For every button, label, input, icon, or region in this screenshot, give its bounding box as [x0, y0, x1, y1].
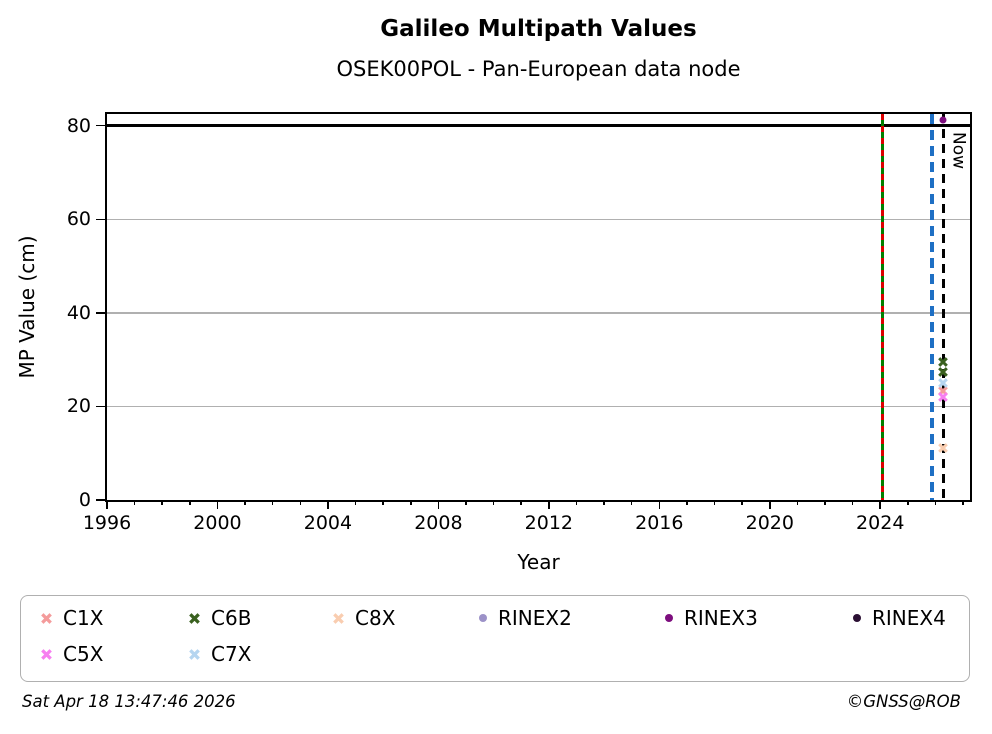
x-minor-tick-1999 [189, 500, 191, 505]
x-tick-2020 [769, 500, 771, 509]
legend-marker-C8X-icon [333, 612, 344, 624]
x-tick-2004 [327, 500, 329, 509]
x-tick-label-2020: 2020 [745, 512, 794, 534]
y-tick-label-20: 20 [66, 395, 91, 418]
x-tick-label-2016: 2016 [635, 512, 684, 534]
data-point-C6B [938, 357, 949, 368]
legend-item-C6B: C6B [189, 605, 251, 631]
x-tick-label-2008: 2008 [414, 512, 463, 534]
y-tick-40 [96, 312, 105, 314]
legend-marker-C1X-icon [41, 612, 52, 624]
y-tick-0 [96, 499, 105, 501]
legend-label-C7X: C7X [211, 642, 252, 666]
x-tick-label-2000: 2000 [193, 512, 242, 534]
x-minor-tick-2003 [299, 500, 302, 505]
legend-item-C1X: C1X [41, 605, 103, 631]
x-minor-tick-2018 [713, 500, 716, 505]
x-minor-tick-2021 [796, 500, 799, 505]
x-tick-1996 [106, 500, 108, 509]
y-tick-80 [96, 124, 105, 127]
legend-label-RINEX4: RINEX4 [872, 606, 946, 630]
data-point-C8X [938, 442, 949, 453]
legend-item-C7X: C7X [189, 641, 251, 667]
x-minor-tick-1997 [133, 500, 136, 505]
x-minor-tick-2007 [410, 500, 412, 505]
x-minor-tick-2005 [354, 500, 357, 505]
legend-label-C1X: C1X [63, 606, 104, 630]
x-minor-tick-2001 [244, 500, 246, 505]
legend-marker-RINEX4-icon [853, 614, 861, 622]
x-tick-2008 [437, 500, 440, 509]
x-axis-label: Year [517, 550, 560, 574]
x-minor-tick-2006 [382, 500, 384, 505]
x-minor-tick-2027 [962, 500, 964, 505]
legend-marker-RINEX2-icon [479, 614, 487, 622]
x-tick-2000 [216, 500, 219, 509]
x-tick-label-2024: 2024 [856, 512, 905, 534]
legend-label-C6B: C6B [211, 606, 252, 630]
x-minor-tick-2002 [271, 500, 274, 505]
data-point-RINEX3 [939, 116, 947, 124]
timestamp: Sat Apr 18 13:47:46 2026 [22, 692, 236, 711]
y-axis-label: MP Value (cm) [15, 235, 39, 379]
data-point-C5X [938, 392, 949, 402]
y-tick-20 [96, 405, 105, 408]
x-minor-tick-2025 [907, 500, 909, 505]
legend-label-C5X: C5X [63, 642, 104, 666]
y-tick-label-60: 60 [66, 208, 91, 231]
gridline-y-40 [107, 312, 970, 314]
x-minor-tick-2014 [603, 500, 605, 505]
copyright: ©GNSS@ROB [846, 692, 961, 711]
legend: C1X C6B C8X RINEX2 RINEX3 RINEX4 C5X C7X [20, 595, 970, 682]
legend-marker-C6B-icon [189, 612, 200, 624]
hline-80 [107, 124, 970, 128]
legend-item-RINEX4: RINEX4 [853, 605, 946, 631]
gridline-y-20 [107, 405, 970, 408]
x-minor-tick-2015 [630, 500, 633, 505]
x-tick-2016 [658, 500, 661, 509]
x-minor-tick-1998 [161, 500, 163, 505]
x-minor-tick-2011 [520, 500, 522, 505]
chart-subtitle: OSEK00POL - Pan-European data node [336, 57, 741, 81]
legend-label-RINEX2: RINEX2 [498, 606, 572, 630]
x-minor-tick-2017 [686, 500, 688, 505]
x-tick-label-2004: 2004 [303, 512, 353, 534]
plot-area: Now 1996 2000 2004 2008 2012 2016 2020 2024 0 20 40… [67, 112, 972, 534]
x-minor-tick-2010 [492, 500, 495, 505]
legend-item-C8X: C8X [333, 605, 395, 631]
vline-red-dashed [881, 114, 885, 500]
legend-label-C8X: C8X [355, 606, 396, 630]
legend-label-RINEX3: RINEX3 [684, 606, 758, 630]
x-tick-label-2012: 2012 [524, 512, 574, 534]
legend-item-RINEX3: RINEX3 [665, 605, 758, 631]
x-minor-tick-2013 [575, 500, 578, 505]
legend-marker-C7X-icon [189, 648, 200, 660]
vline-now [942, 114, 945, 500]
x-minor-tick-2022 [824, 500, 826, 505]
y-tick-label-80: 80 [66, 114, 91, 137]
x-tick-label-1996: 1996 [82, 512, 132, 534]
x-minor-tick-2019 [741, 500, 743, 505]
x-tick-2024 [879, 500, 881, 509]
data-point-C6B [938, 367, 949, 378]
x-minor-tick-2023 [851, 500, 854, 505]
gridline-y-60 [107, 218, 970, 221]
legend-item-RINEX2: RINEX2 [479, 605, 572, 631]
legend-marker-C5X-icon [41, 648, 52, 660]
data-point-C7X [938, 378, 949, 389]
y-tick-60 [96, 218, 105, 221]
x-tick-2012 [548, 500, 550, 509]
legend-item-C5X: C5X [41, 641, 103, 667]
y-tick-label-40: 40 [66, 301, 91, 324]
x-minor-tick-2026 [934, 500, 937, 505]
vline-blue-dashed [930, 114, 934, 500]
legend-marker-RINEX3-icon [665, 614, 673, 622]
chart-title: Galileo Multipath Values [380, 16, 697, 42]
x-minor-tick-2009 [465, 500, 467, 505]
y-tick-label-0: 0 [78, 489, 91, 511]
now-label: Now [948, 132, 969, 170]
